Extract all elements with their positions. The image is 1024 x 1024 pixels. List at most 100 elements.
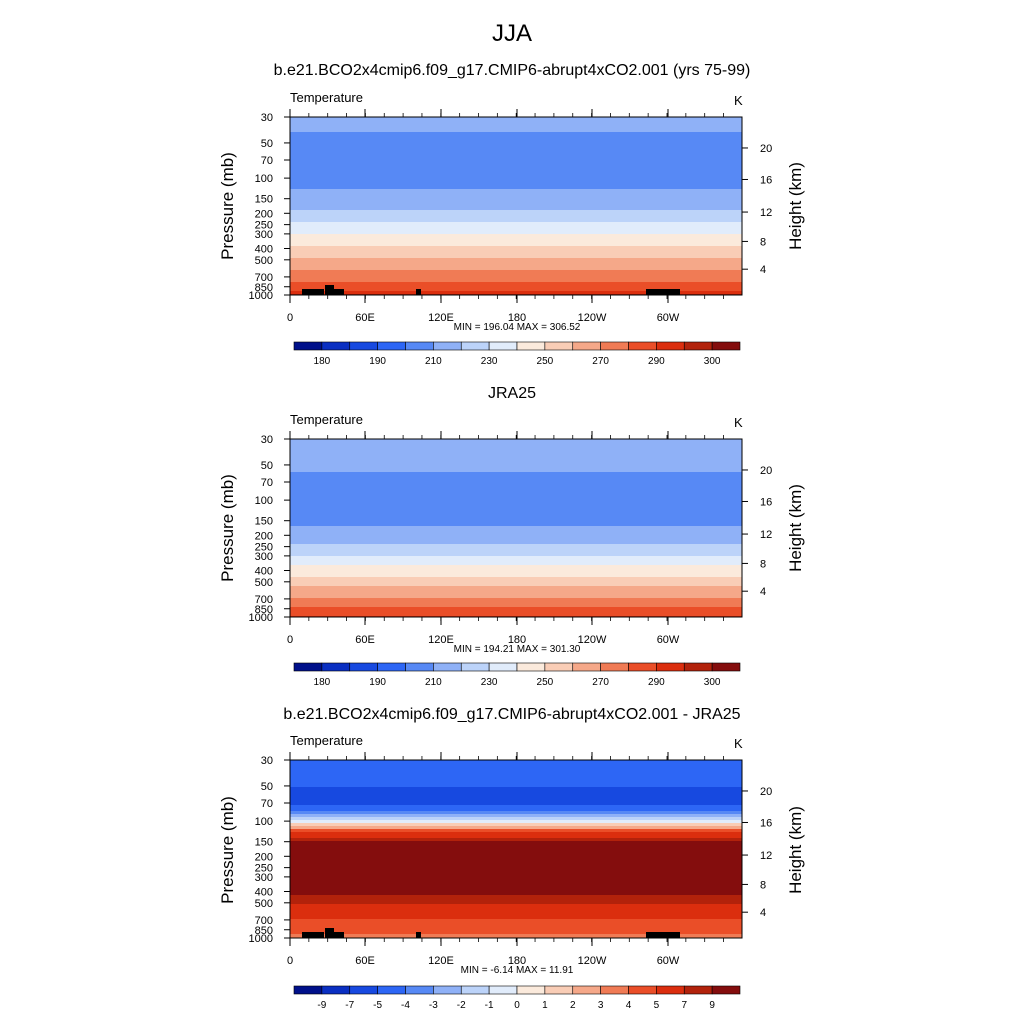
contour-band [290, 577, 742, 581]
contour-band [290, 547, 742, 551]
height-tick-label: 8 [760, 558, 766, 570]
panel-2-field: 0 60E 120E 180 120W 60W3050701001502002503004… [249, 431, 772, 688]
contour-band [290, 174, 742, 178]
contour-band [290, 565, 742, 569]
colorbar-swatch [544, 662, 574, 672]
colorbar-swatch [433, 341, 462, 351]
contour-band [290, 838, 742, 842]
contour-band [290, 853, 742, 857]
colorbar-label: -3 [429, 1000, 438, 1011]
contour-band [290, 120, 742, 124]
colorbar-swatch [405, 985, 434, 995]
colorbar-swatch [711, 985, 741, 995]
contour-band [290, 859, 742, 863]
contour-band [290, 550, 742, 554]
x-tick-label: 60E [355, 312, 375, 324]
contour-band [290, 439, 742, 443]
contour-band [290, 586, 742, 590]
colorbar-swatch [572, 662, 601, 672]
colorbar-label: 1 [542, 1000, 548, 1011]
colorbar-swatch [656, 662, 685, 672]
contour-band [290, 856, 742, 860]
pressure-tick-label: 30 [261, 434, 273, 446]
contour-band [290, 832, 742, 836]
pressure-tick-label: 50 [261, 460, 273, 472]
colorbar-swatch [600, 662, 629, 672]
figure-title: JJA [491, 20, 532, 47]
pressure-tick-label: 100 [255, 495, 273, 507]
pressure-tick-label: 250 [255, 542, 273, 554]
contour-band [290, 613, 742, 617]
colorbar-swatch [405, 341, 434, 351]
contour-band [290, 898, 742, 902]
contour-band [290, 766, 742, 770]
pressure-tick-label: 500 [255, 577, 273, 589]
x-tick-label: 60W [657, 955, 680, 967]
pressure-tick-label: 400 [255, 565, 273, 577]
topography-mask [325, 285, 334, 295]
pressure-tick-label: 30 [261, 755, 273, 767]
panel-1-variable-label: Temperature [290, 90, 363, 105]
contour-band [290, 910, 742, 914]
pressure-tick-label: 70 [261, 477, 273, 489]
contour-band [290, 511, 742, 515]
panel-2-variable-label: Temperature [290, 412, 363, 427]
x-tick-label: 120E [428, 634, 454, 646]
contour-band [290, 180, 742, 184]
contour-band [290, 165, 742, 169]
contour-band [290, 778, 742, 782]
colorbar-swatch [683, 341, 713, 351]
colorbar-label: 0 [514, 1000, 520, 1011]
panel-1-field: 0 60E 120E 180 120W 60W3050701001502002503004… [249, 109, 772, 367]
colorbar-swatch [293, 341, 323, 351]
pressure-tick-label: 850 [255, 282, 273, 294]
topography-mask [334, 932, 344, 938]
contour-band [290, 901, 742, 905]
pressure-tick-label: 50 [261, 781, 273, 793]
contour-band [290, 502, 742, 506]
panel-3-minmax-label: MIN = -6.14 MAX = 11.91 [460, 965, 574, 976]
contour-band [290, 556, 742, 560]
contour-band [290, 886, 742, 890]
contour-band [290, 207, 742, 211]
colorbar-label: 300 [704, 677, 721, 688]
colorbar-label: 250 [537, 677, 554, 688]
pressure-tick-label: 150 [255, 837, 273, 849]
x-tick-label: 60W [657, 634, 680, 646]
contour-band [290, 589, 742, 593]
x-tick-label: 180 [508, 634, 526, 646]
contour-band [290, 282, 742, 286]
height-tick-label: 12 [760, 850, 772, 862]
contour-band [290, 820, 742, 824]
contour-band [290, 141, 742, 145]
height-tick-label: 16 [760, 496, 772, 508]
contour-band [290, 934, 742, 938]
pressure-tick-label: 200 [255, 530, 273, 542]
contour-band [290, 213, 742, 217]
colorbar-swatch [377, 662, 406, 672]
contour-band [290, 478, 742, 482]
colorbar-label: 2 [570, 1000, 576, 1011]
contour-band [290, 844, 742, 848]
colorbar-label: 5 [654, 1000, 660, 1011]
colorbar-label: 4 [626, 1000, 632, 1011]
contour-band [290, 186, 742, 190]
colorbar-swatch [377, 341, 406, 351]
colorbar-swatch [544, 985, 574, 995]
contour-band [290, 481, 742, 485]
contour-band [290, 817, 742, 821]
height-tick-label: 8 [760, 879, 766, 891]
contour-band [290, 493, 742, 497]
contour-band [290, 490, 742, 494]
contour-band [290, 225, 742, 229]
contour-band [290, 889, 742, 893]
height-tick-label: 4 [760, 264, 766, 276]
panel-3-units-label: K [734, 736, 743, 751]
contour-band [290, 541, 742, 545]
contour-band [290, 132, 742, 136]
colorbar-swatch [377, 985, 406, 995]
contour-band [290, 529, 742, 533]
contour-band [290, 484, 742, 488]
contour-band [290, 285, 742, 289]
contour-band [290, 451, 742, 455]
